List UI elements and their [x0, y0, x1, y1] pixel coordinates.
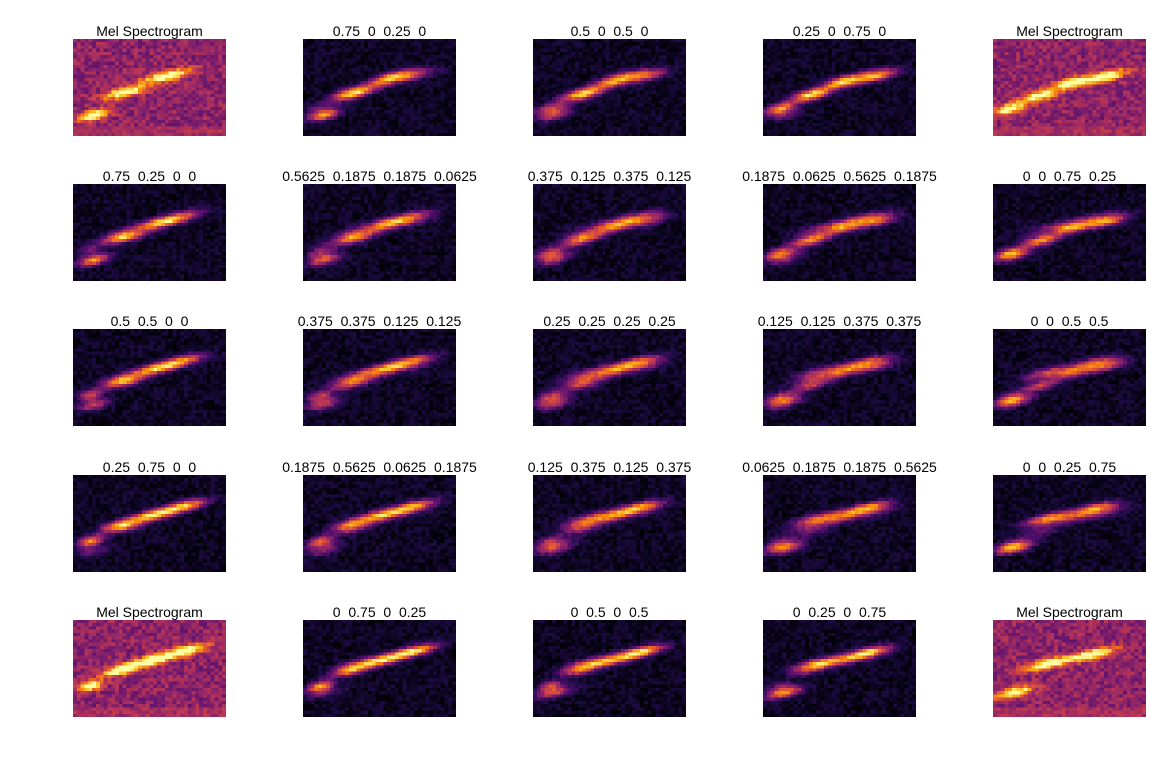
panel-title: 0.1875 0.0625 0.5625 0.1875	[742, 168, 937, 184]
spectrogram-panel: 0.25 0.75 0 0	[73, 459, 226, 572]
spectrogram-image	[763, 620, 916, 717]
panel-title: 0 0.25 0 0.75	[792, 604, 887, 620]
spectrogram-panel: 0 0.5 0 0.5	[533, 604, 686, 717]
spectrogram-image	[73, 184, 226, 281]
spectrogram-panel: 0.25 0 0.75 0	[763, 23, 916, 136]
spectrogram-panel: Mel Spectrogram	[73, 23, 226, 136]
spectrogram-panel: 0 0 0.75 0.25	[993, 168, 1146, 281]
panel-title: 0.375 0.125 0.375 0.125	[527, 168, 692, 184]
panel-title: 0.25 0.75 0 0	[102, 459, 197, 475]
panel-title: 0.75 0 0.25 0	[332, 23, 427, 39]
panel-title: 0 0 0.25 0.75	[1022, 459, 1117, 475]
panel-title: 0.125 0.125 0.375 0.375	[757, 313, 922, 329]
spectrogram-panel: 0.375 0.125 0.375 0.125	[528, 168, 691, 281]
spectrogram-image	[303, 39, 456, 136]
spectrogram-image	[73, 475, 226, 572]
spectrogram-image	[533, 620, 686, 717]
spectrogram-panel: Mel Spectrogram	[73, 604, 226, 717]
spectrogram-panel: 0.5625 0.1875 0.1875 0.0625	[282, 168, 477, 281]
spectrogram-panel: 0.125 0.125 0.375 0.375	[758, 313, 921, 426]
panel-title: 0.5 0.5 0 0	[110, 313, 189, 329]
spectrogram-image	[763, 329, 916, 426]
spectrogram-image	[303, 620, 456, 717]
panel-title: 0.375 0.375 0.125 0.125	[297, 313, 462, 329]
panel-title: Mel Spectrogram	[96, 604, 203, 620]
spectrogram-image	[763, 475, 916, 572]
spectrogram-image	[303, 329, 456, 426]
spectrogram-panel: 0.75 0.25 0 0	[73, 168, 226, 281]
panel-title: 0 0.5 0 0.5	[570, 604, 649, 620]
panel-title: 0 0 0.75 0.25	[1022, 168, 1117, 184]
panel-title: Mel Spectrogram	[96, 23, 203, 39]
spectrogram-panel: 0 0 0.25 0.75	[993, 459, 1146, 572]
panel-title: 0.25 0.25 0.25 0.25	[543, 313, 676, 329]
spectrogram-panel: Mel Spectrogram	[993, 604, 1146, 717]
spectrogram-image	[993, 39, 1146, 136]
spectrogram-image	[73, 620, 226, 717]
spectrogram-image	[763, 184, 916, 281]
spectrogram-panel: 0 0.75 0 0.25	[303, 604, 456, 717]
spectrogram-image	[533, 329, 686, 426]
panel-title: 0.125 0.375 0.125 0.375	[527, 459, 692, 475]
spectrogram-image	[993, 475, 1146, 572]
spectrogram-panel: 0.5 0 0.5 0	[533, 23, 686, 136]
spectrogram-image	[993, 184, 1146, 281]
spectrogram-panel: 0.1875 0.0625 0.5625 0.1875	[742, 168, 937, 281]
spectrogram-image	[533, 39, 686, 136]
panel-title: Mel Spectrogram	[1016, 604, 1123, 620]
spectrogram-image	[303, 184, 456, 281]
spectrogram-panel: 0.5 0.5 0 0	[73, 313, 226, 426]
spectrogram-panel: 0.75 0 0.25 0	[303, 23, 456, 136]
panel-title: 0.25 0 0.75 0	[792, 23, 887, 39]
spectrogram-panel: 0 0 0.5 0.5	[993, 313, 1146, 426]
spectrogram-panel: 0.0625 0.1875 0.1875 0.5625	[742, 459, 937, 572]
spectrogram-image	[73, 39, 226, 136]
panel-title: 0 0 0.5 0.5	[1030, 313, 1109, 329]
spectrogram-panel: 0.375 0.375 0.125 0.125	[298, 313, 461, 426]
spectrogram-image	[303, 475, 456, 572]
spectrogram-panel: 0.25 0.25 0.25 0.25	[533, 313, 686, 426]
spectrogram-panel: Mel Spectrogram	[993, 23, 1146, 136]
spectrogram-image	[993, 329, 1146, 426]
panel-title: 0.1875 0.5625 0.0625 0.1875	[282, 459, 477, 475]
panel-title: 0.5 0 0.5 0	[570, 23, 649, 39]
spectrogram-image	[763, 39, 916, 136]
spectrogram-panel: 0.1875 0.5625 0.0625 0.1875	[282, 459, 477, 572]
panel-title: Mel Spectrogram	[1016, 23, 1123, 39]
spectrogram-image	[533, 184, 686, 281]
panel-title: 0.0625 0.1875 0.1875 0.5625	[742, 459, 937, 475]
panel-title: 0.75 0.25 0 0	[102, 168, 197, 184]
panel-title: 0.5625 0.1875 0.1875 0.0625	[282, 168, 477, 184]
panel-title: 0 0.75 0 0.25	[332, 604, 427, 620]
spectrogram-panel: 0 0.25 0 0.75	[763, 604, 916, 717]
spectrogram-image	[533, 475, 686, 572]
spectrogram-panel: 0.125 0.375 0.125 0.375	[528, 459, 691, 572]
spectrogram-image	[993, 620, 1146, 717]
spectrogram-image	[73, 329, 226, 426]
